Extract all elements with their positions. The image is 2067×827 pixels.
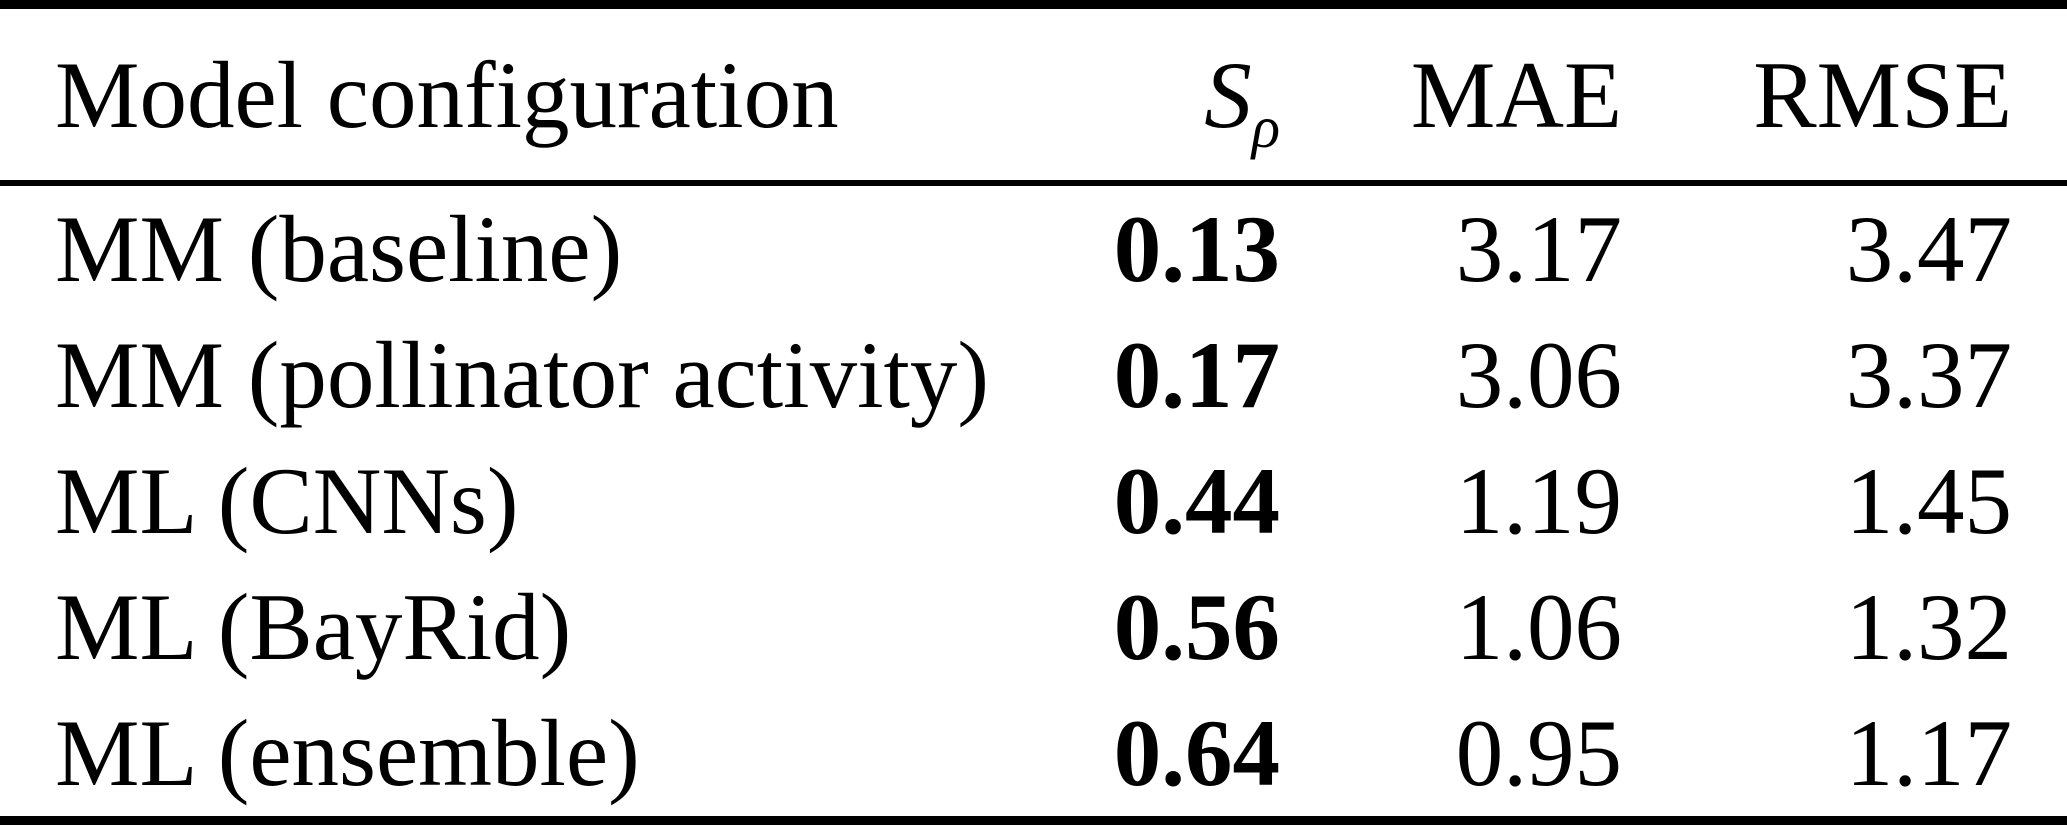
s-rho-value: 0.56 [1113, 574, 1280, 680]
mae-value: 3.17 [1455, 196, 1622, 302]
rmse-value: 3.47 [1845, 196, 2012, 302]
model-cell: MM (baseline) [55, 196, 623, 302]
rho-subscript: ρ [1251, 94, 1280, 160]
s-rho-value: 0.13 [1113, 196, 1280, 302]
col-header-model-configuration: Model configuration [0, 4, 1000, 186]
model-cell: MM (pollinator activity) [55, 322, 989, 428]
mae-value: 1.06 [1455, 574, 1622, 680]
col-header-mae: MAE [1280, 4, 1622, 186]
model-cell: ML (CNNs) [55, 448, 519, 554]
table-body: MM (baseline) 0.13 3.17 3.47 MM (pollina… [0, 183, 2067, 821]
rmse-value: 3.37 [1845, 322, 2012, 428]
s-rho-value: 0.44 [1113, 448, 1280, 554]
rmse-value: 1.17 [1845, 700, 2012, 806]
mae-value: 0.95 [1455, 700, 1622, 806]
col-header-rmse: RMSE [1622, 4, 2067, 186]
table-header-row: Model configuration Sρ MAE RMSE [0, 4, 2067, 186]
s-rho-value: 0.64 [1113, 700, 1280, 806]
s-rho-value: 0.17 [1113, 322, 1280, 428]
table-row: ML (CNNs) 0.44 1.19 1.45 [0, 438, 2067, 564]
table-row: ML (ensemble) 0.64 0.95 1.17 [0, 690, 2067, 821]
rmse-value: 1.32 [1845, 574, 2012, 680]
mae-value: 1.19 [1455, 448, 1622, 554]
table-row: MM (pollinator activity) 0.17 3.06 3.37 [0, 312, 2067, 438]
table-row: ML (BayRid) 0.56 1.06 1.32 [0, 564, 2067, 690]
rmse-value: 1.45 [1845, 448, 2012, 554]
model-cell: ML (BayRid) [55, 574, 572, 680]
col-header-s-rho: Sρ [1000, 4, 1280, 186]
mae-value: 3.06 [1455, 322, 1622, 428]
table-row: MM (baseline) 0.13 3.17 3.47 [0, 183, 2067, 312]
s-rho-symbol: S [1204, 41, 1252, 148]
model-cell: ML (ensemble) [55, 700, 640, 806]
